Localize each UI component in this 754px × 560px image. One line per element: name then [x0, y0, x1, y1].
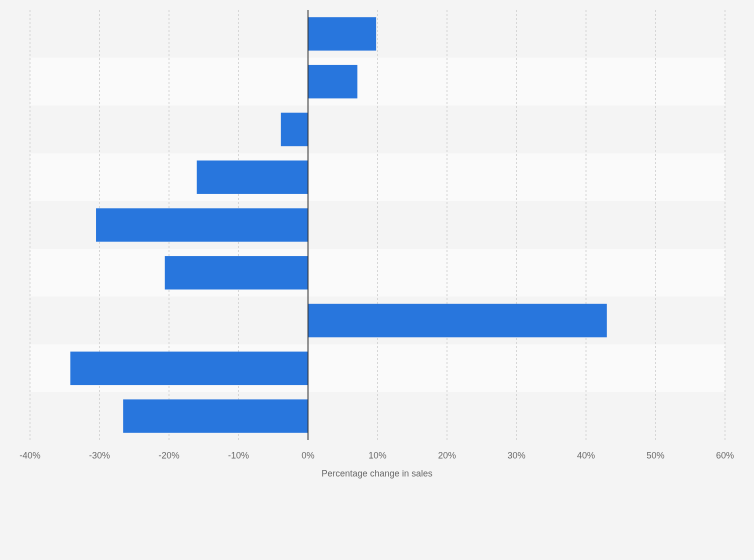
row-band [30, 105, 725, 154]
bar [308, 303, 607, 338]
bar [70, 351, 308, 386]
bar [196, 160, 308, 194]
x-tick-label: -10% [228, 450, 249, 460]
bar [308, 64, 358, 99]
x-tick-label: 20% [438, 450, 456, 460]
x-axis-label: Percentage change in sales [321, 468, 433, 478]
row-band [30, 10, 725, 58]
x-tick-label: -20% [158, 450, 179, 460]
row-band [30, 153, 725, 202]
x-tick-label: 50% [646, 450, 664, 460]
row-band [30, 248, 725, 297]
bar [164, 256, 308, 290]
x-tick-label: 40% [577, 450, 595, 460]
bar [96, 208, 309, 242]
bar [123, 399, 308, 433]
x-tick-label: 30% [507, 450, 525, 460]
x-tick-label: -40% [19, 450, 40, 460]
x-tick-label: 10% [368, 450, 386, 460]
row-band [30, 57, 725, 106]
x-tick-label: 0% [301, 450, 314, 460]
bar [280, 112, 308, 147]
x-tick-label: -30% [89, 450, 110, 460]
bar [308, 17, 377, 51]
x-tick-label: 60% [716, 450, 734, 460]
